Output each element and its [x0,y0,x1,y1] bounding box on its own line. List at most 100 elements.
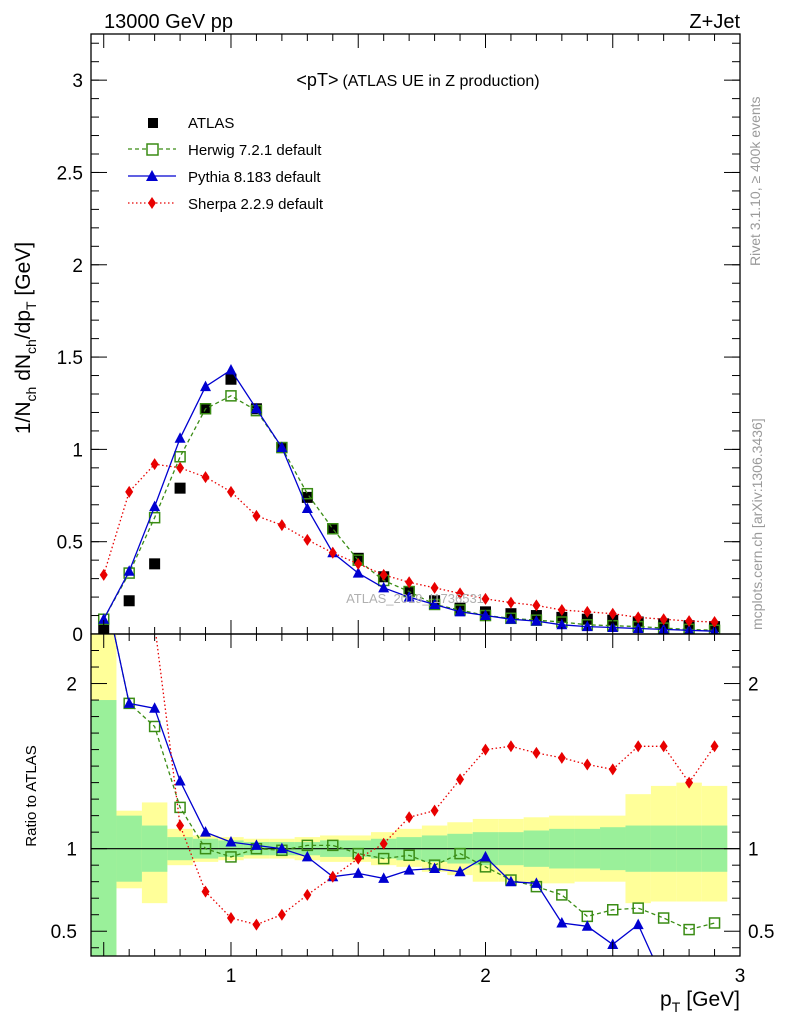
y-tick-label-ratio-left: 1 [66,840,77,861]
point-sherpa [277,519,286,532]
ratio-point-pythia [556,916,568,928]
point-pythia [225,364,237,375]
legend: ATLAS Herwig 7.2.1 default Pythia 8.183 … [128,115,324,213]
point-sherpa [125,485,134,498]
y-tick-label-main: 2.5 [57,163,83,184]
ratio-point-sherpa [710,740,719,753]
ratio-point-sherpa [506,740,515,753]
y-tick-label-ratio-right: 2 [748,675,759,696]
ratio-point-pythia [200,826,212,837]
ratio-point-herwig [199,842,212,855]
point-sherpa [176,461,185,474]
ratio-point-herwig [174,801,186,814]
ratio-point-sherpa [456,773,465,786]
ratio-point-herwig [99,579,109,589]
x-tick-label: 1 [226,966,237,987]
ratio-point-herwig [225,851,237,863]
ratio-point-herwig [556,889,568,901]
legend-marker-atlas [148,118,158,128]
legend-label-sherpa: Sherpa 2.2.9 default [188,196,324,213]
point-sherpa [252,509,261,522]
ratio-point-pythia [658,975,669,986]
ratio-point-sherpa [583,758,592,771]
point-pythia [301,502,313,513]
legend-item-pythia: Pythia 8.183 default [128,169,321,186]
ratio-point-pythia [352,867,364,878]
ratio-point-pythia [429,862,441,873]
y-tick-label-main: 2 [72,256,83,277]
legend-item-herwig: Herwig 7.2.1 default [128,142,322,159]
point-atlas [301,491,313,503]
point-sherpa [379,568,388,581]
y-tick-label-ratio-left: 0.5 [51,922,77,943]
point-pythia [200,380,212,392]
point-sherpa [634,611,643,624]
point-sherpa [430,581,439,594]
legend-item-atlas: ATLAS [148,115,234,132]
point-atlas [123,595,135,607]
point-sherpa [583,605,592,618]
ratio-point-herwig [479,861,492,873]
ratio-point-pythia [505,875,517,887]
ratio-axes-frame [90,633,741,957]
process-label: Z+Jet [689,11,740,33]
ratio-axes: 0.5 0.5 1 1 2 2 1 2 3 [51,633,774,987]
x-tick-label: 3 [735,966,746,987]
ratio-point-pythia [454,865,466,877]
point-sherpa [201,471,210,484]
ratio-point-pythia [709,975,720,986]
ratio-point-pythia [632,918,644,930]
ratio-point-herwig [403,849,415,862]
ratio-point-pythia [403,864,415,875]
ratio-point-pythia [250,839,262,850]
point-pythia [505,613,517,624]
ratio-point-sherpa [557,751,566,764]
ratio-point-sherpa [608,763,617,776]
point-pythia [378,581,390,593]
point-pythia [429,598,441,609]
point-pythia [581,620,593,632]
y-tick-label-main: 1 [72,440,83,461]
point-sherpa [557,604,566,616]
ratio-point-herwig [683,923,695,936]
ratio-point-pythia [378,872,390,883]
point-pythia [556,618,568,630]
ratio-point-sherpa [379,837,388,850]
point-herwig [174,451,186,463]
legend-label-herwig: Herwig 7.2.1 default [188,142,322,159]
ratio-point-sherpa [405,811,414,824]
point-sherpa [328,546,337,559]
rivet-label: Rivet 3.1.10, ≥ 400k events [747,96,763,266]
energy-label: 13000 GeV pp [104,11,233,33]
point-sherpa [685,615,694,628]
x-tick-label: 2 [480,966,491,987]
legend-label-atlas: ATLAS [188,115,234,132]
legend-marker-sherpa [148,197,156,209]
point-sherpa [303,533,312,546]
point-pythia [174,432,186,443]
ratio-point-sherpa [201,885,210,898]
ratio-point-sherpa [659,740,668,753]
ratio-point-sherpa [252,918,261,931]
point-pythia [123,565,135,576]
y-tick-label-ratio-left: 2 [66,675,77,696]
point-sherpa [150,458,159,471]
point-atlas [327,523,339,535]
point-atlas [149,558,161,570]
point-sherpa [456,587,465,600]
band-stat-bin [91,700,117,956]
ratio-point-sherpa [685,776,694,789]
point-pythia [352,567,364,578]
plot-title-main: <pT> [296,70,338,90]
ratio-point-herwig [148,720,161,733]
ratio-point-herwig [708,917,721,929]
y-axis-label-ratio: Ratio to ATLAS [23,745,40,846]
ratio-point-pythia [684,975,695,986]
point-pythia [530,615,542,626]
point-sherpa [608,607,617,620]
ratio-point-herwig [327,839,339,852]
ratio-line-pythia [113,634,654,956]
main-series-group [97,364,721,634]
legend-item-sherpa: Sherpa 2.2.9 default [128,196,324,213]
